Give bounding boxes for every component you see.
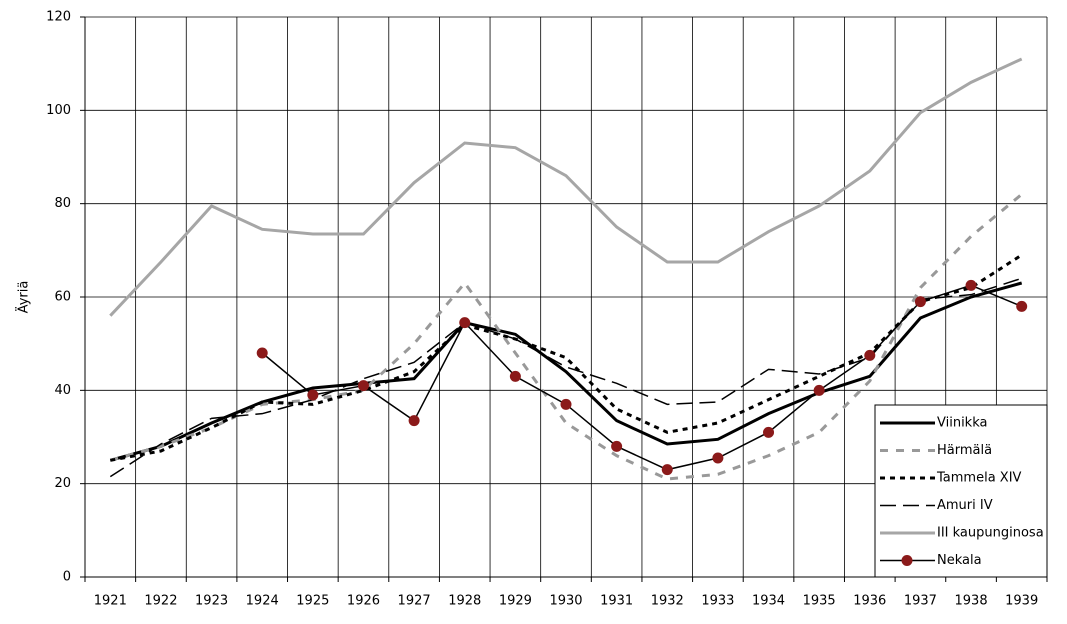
series-line — [109, 57, 1023, 317]
x-tick-label: 1925 — [296, 594, 329, 609]
x-tick-label: 1933 — [701, 594, 734, 609]
x-tick-label: 1937 — [904, 594, 937, 609]
legend-marker — [901, 555, 913, 566]
x-tick-label: 1929 — [499, 594, 532, 609]
y-axis-label: Äyriä — [16, 281, 32, 314]
marker — [357, 380, 369, 392]
y-tick-label: 60 — [54, 290, 71, 305]
x-tick-label: 1930 — [549, 594, 582, 609]
marker — [307, 389, 319, 401]
x-tick-label: 1928 — [448, 594, 481, 609]
marker — [813, 384, 825, 396]
x-tick-label: 1939 — [1005, 594, 1038, 609]
marker — [459, 317, 471, 329]
x-tick-label: 1931 — [600, 594, 633, 609]
x-tick-label: 1922 — [144, 594, 177, 609]
series-line — [109, 193, 1023, 481]
marker — [712, 452, 724, 464]
marker — [509, 370, 521, 382]
marker — [560, 398, 572, 410]
legend-label: Tammela XIV — [936, 471, 1022, 486]
series-line — [109, 277, 1022, 478]
legend-box — [874, 404, 1048, 578]
x-tick-label: 1924 — [246, 594, 279, 609]
series-line — [261, 284, 1022, 471]
y-tick-label: 40 — [54, 383, 71, 398]
legend-label: Härmälä — [937, 443, 992, 458]
legend: Viinikka Härmälä Tammela XIV Amuri IV III ka… — [874, 404, 1048, 578]
x-tick-label: 1932 — [651, 594, 684, 609]
x-tick-label: 1926 — [347, 594, 380, 609]
y-tick-label: 80 — [54, 196, 71, 211]
legend-label: Amuri IV — [937, 498, 993, 513]
legend-label: Nekala — [937, 553, 982, 568]
marker — [914, 296, 926, 308]
marker — [965, 279, 977, 291]
marker — [408, 415, 420, 427]
marker — [763, 426, 775, 438]
marker — [256, 347, 268, 359]
x-tick-label: 1938 — [955, 594, 988, 609]
marker — [611, 440, 623, 452]
marker — [1016, 300, 1028, 312]
y-tick-label: 20 — [54, 476, 71, 491]
x-tick-label: 1935 — [803, 594, 836, 609]
x-tick-label: 1923 — [195, 594, 228, 609]
marker — [661, 464, 673, 476]
y-tick-label: 100 — [46, 103, 71, 118]
x-tick-label: 1921 — [94, 594, 127, 609]
x-tick-label: 1927 — [398, 594, 431, 609]
marker — [864, 349, 876, 361]
x-tick-label: 1934 — [752, 594, 785, 609]
y-tick-label: 120 — [46, 10, 71, 25]
legend-label: III kaupunginosa — [937, 526, 1044, 541]
x-tick-label: 1936 — [853, 594, 886, 609]
legend-label: Viinikka — [937, 416, 987, 431]
y-tick-label: 0 — [63, 570, 71, 585]
